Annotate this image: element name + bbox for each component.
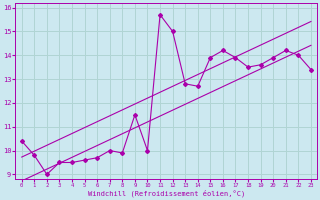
X-axis label: Windchill (Refroidissement éolien,°C): Windchill (Refroidissement éolien,°C)	[88, 190, 245, 197]
